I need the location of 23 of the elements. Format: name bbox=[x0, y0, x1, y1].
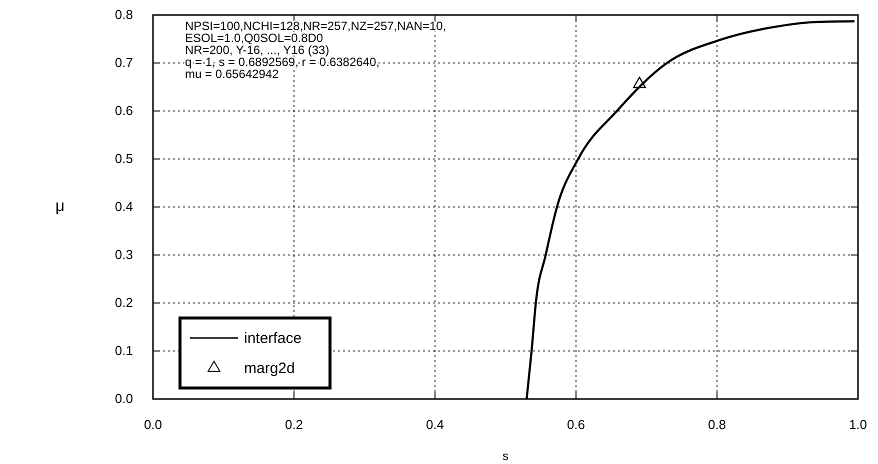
y-tick-label: 0.4 bbox=[114, 199, 133, 214]
legend-label: marg2d bbox=[244, 360, 295, 377]
y-tick-label: 0.1 bbox=[114, 343, 133, 358]
y-tick-label: 0.0 bbox=[114, 391, 133, 406]
annotation: mu = 0.65642942 bbox=[185, 67, 280, 81]
x-tick-label: 0.2 bbox=[284, 417, 304, 432]
y-tick-label: 0.3 bbox=[114, 247, 133, 262]
x-axis-title: s bbox=[502, 449, 508, 463]
y-tick-label: 0.2 bbox=[114, 295, 133, 310]
y-tick-label: 0.6 bbox=[114, 103, 133, 118]
annotation: ESOL=1.0,Q0SOL=0.8D0 bbox=[185, 31, 324, 45]
legend-label: interface bbox=[244, 330, 302, 347]
x-tick-label: 0.0 bbox=[144, 417, 162, 432]
y-tick-label: 0.8 bbox=[114, 7, 133, 22]
x-tick-label: 1.0 bbox=[848, 417, 868, 432]
y-tick-label: 0.5 bbox=[114, 151, 133, 166]
annotation: NR=200, Y-16, ..., Y16 (33) bbox=[185, 43, 330, 57]
y-axis-title: μ bbox=[55, 198, 65, 215]
x-tick-label: 0.8 bbox=[708, 417, 726, 432]
x-tick-label: 0.4 bbox=[426, 417, 444, 432]
y-tick-label: 0.7 bbox=[114, 55, 133, 70]
annotation: NPSI=100,NCHI=128,NR=257,NZ=257,NAN=10, bbox=[185, 19, 446, 33]
x-tick-label: 0.6 bbox=[566, 417, 586, 432]
